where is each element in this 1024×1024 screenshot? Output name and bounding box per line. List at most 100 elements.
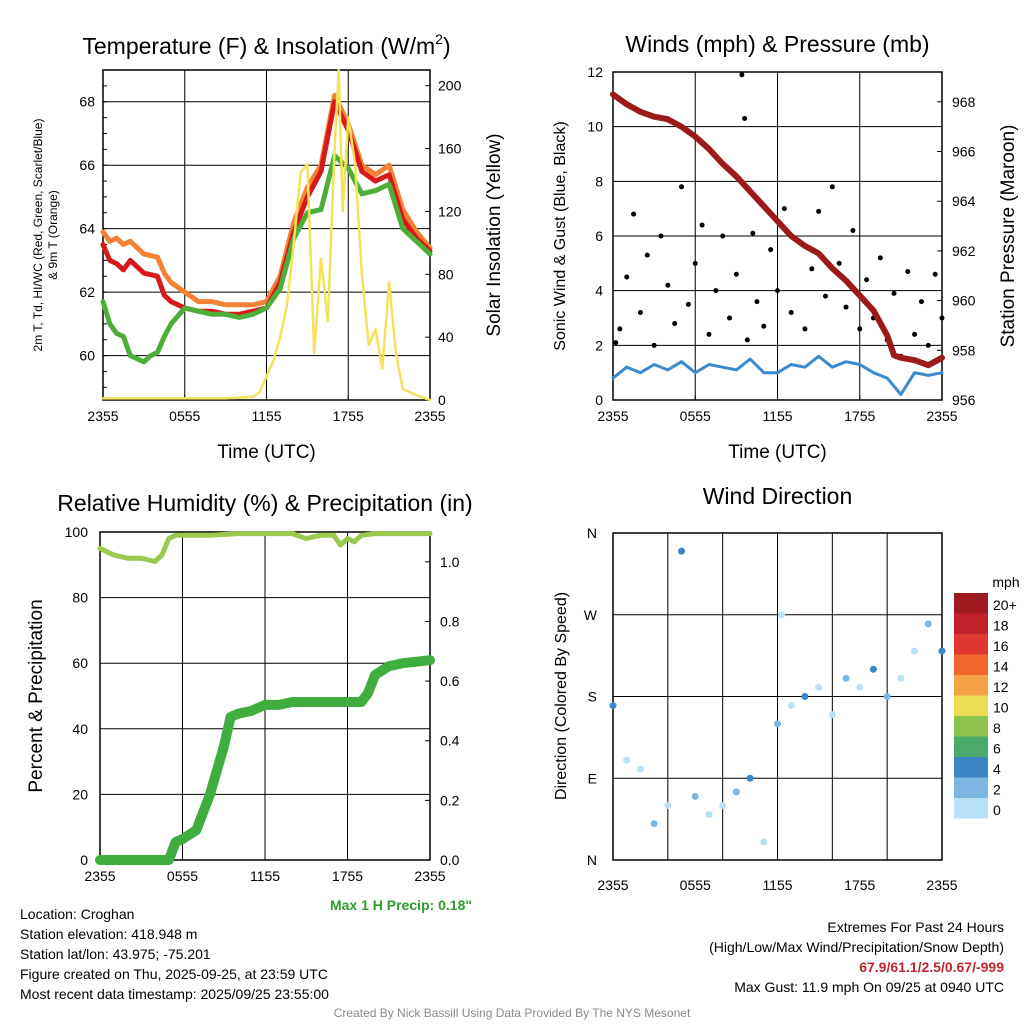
gust-point — [925, 342, 931, 348]
legend-swatch — [954, 675, 988, 696]
extremes-values: 67.9/61.1/2.5/0.67/-999 — [859, 959, 1004, 975]
x-tick-label: 1755 — [332, 868, 363, 884]
gust-point — [679, 184, 685, 190]
station-pressure-line — [610, 91, 945, 369]
gust-point — [744, 337, 750, 343]
station-elevation: Station elevation: 418.948 m — [20, 926, 198, 942]
gust-point — [637, 310, 643, 316]
gust-point — [768, 247, 774, 253]
y-tick-label: 0 — [595, 392, 603, 408]
gust-point — [775, 288, 780, 294]
legend-label: 16 — [993, 638, 1009, 654]
gust-point — [644, 252, 650, 258]
gust-point — [651, 342, 657, 348]
y-tick-label: 2 — [595, 337, 603, 353]
wind-direction-point — [774, 720, 781, 728]
extremes-summary: Extremes For Past 24 Hours (High/Low/Max… — [709, 917, 1004, 997]
y2-tick-label: 958 — [952, 342, 976, 358]
legend-label: 4 — [993, 761, 1001, 777]
y2-axis-label: Station Pressure (Maroon) — [998, 125, 1019, 348]
y2-tick-label: 0 — [438, 392, 446, 408]
station-info: Location: Croghan Station elevation: 418… — [20, 904, 329, 1004]
wind-direction-point — [719, 802, 727, 809]
y-tick-label: 4 — [595, 283, 603, 299]
wind-direction-point — [897, 674, 905, 682]
wind-direction-point — [924, 620, 932, 628]
x-tick-label: 2355 — [87, 408, 118, 424]
y2-tick-label: 80 — [438, 266, 454, 282]
wind-direction-point — [691, 792, 699, 800]
series-line-9m-t — [100, 92, 433, 308]
gust-point — [706, 331, 712, 337]
gust-point — [877, 255, 883, 261]
chart-title: Temperature (F) & Insolation (W/m2) — [82, 31, 450, 59]
y-tick-label: 8 — [595, 173, 603, 189]
gust-point — [864, 277, 870, 283]
legend-swatch — [954, 695, 988, 716]
wind-direction-point — [815, 683, 823, 691]
credit-line: Created By Nick Bassill Using Data Provi… — [333, 1006, 691, 1020]
gust-point — [905, 269, 911, 275]
gust-point — [727, 315, 733, 321]
gust-point — [658, 233, 664, 239]
station-location: Location: Croghan — [20, 906, 135, 922]
y2-tick-label: 0.2 — [440, 792, 460, 808]
y-tick-label: 100 — [65, 524, 89, 540]
legend-title: mph — [992, 574, 1019, 590]
y-tick-label: N — [587, 525, 597, 541]
y2-tick-label: 0.6 — [440, 673, 460, 689]
y2-tick-label: 964 — [952, 193, 976, 209]
y2-tick-label: 40 — [438, 329, 454, 345]
y-tick-label: 6 — [595, 228, 603, 244]
gust-point — [932, 271, 938, 277]
y-tick-label: 80 — [72, 590, 88, 606]
wind-direction-point — [636, 765, 644, 773]
y-tick-label: 62 — [79, 284, 95, 300]
wind-direction-point — [678, 547, 686, 555]
wind-direction-point — [650, 820, 658, 828]
chart-title: Wind Direction — [703, 483, 853, 509]
gust-point — [613, 340, 619, 346]
y-tick-label: W — [584, 607, 598, 623]
legend-label: 0 — [993, 802, 1001, 818]
gust-point — [624, 274, 630, 280]
y-tick-label: 40 — [72, 721, 88, 737]
gust-point — [891, 290, 897, 296]
gust-point — [750, 230, 756, 236]
x-tick-label: 0555 — [169, 408, 200, 424]
humidity-precipitation-panel: 0 20 40 60 80 100 0.0 0.2 0.4 0.6 0.8 1.0 2355 0555 11… — [26, 490, 473, 913]
x-tick-label: 2355 — [597, 408, 628, 424]
y2-tick-label: 0.8 — [440, 613, 460, 629]
y-axis-label-line2: & 9m T (Orange) — [46, 190, 60, 280]
gust-point — [672, 320, 678, 326]
wind-direction-point — [911, 647, 919, 655]
series-line-2m-t — [100, 99, 433, 317]
wind-direction-point — [801, 693, 809, 700]
wind-speed-legend: mph 20+ 18 16 14 12 10 8 6 4 2 0 — [954, 574, 1020, 819]
y2-tick-label: 968 — [952, 94, 976, 110]
wind-direction-point — [842, 674, 850, 682]
gust-point — [742, 115, 748, 121]
y2-tick-label: 120 — [438, 203, 462, 219]
y-tick-label: S — [588, 689, 597, 705]
legend-label: 10 — [993, 700, 1009, 716]
x-tick-label: 1155 — [251, 408, 281, 424]
x-tick-label: 2355 — [84, 868, 115, 884]
wind-direction-point — [787, 702, 795, 710]
legend-swatch — [954, 777, 988, 798]
wind-direction-point — [732, 788, 740, 796]
gust-point — [912, 331, 918, 337]
y2-tick-label: 1.0 — [440, 554, 460, 570]
y2-tick-label: 962 — [952, 243, 976, 259]
y-tick-label: 66 — [79, 157, 95, 173]
legend-label: 20+ — [993, 597, 1017, 613]
wind-direction-point — [938, 647, 946, 655]
station-latlon: Station lat/lon: 43.975; -75.201 — [20, 946, 211, 962]
wind-direction-point — [760, 838, 768, 846]
x-tick-label: 1755 — [844, 877, 875, 893]
max-gust: Max Gust: 11.9 mph On 09/25 at 0940 UTC — [734, 979, 1004, 995]
extremes-title: Extremes For Past 24 Hours — [827, 919, 1004, 935]
gust-point — [733, 271, 739, 277]
legend-swatch — [954, 736, 988, 757]
